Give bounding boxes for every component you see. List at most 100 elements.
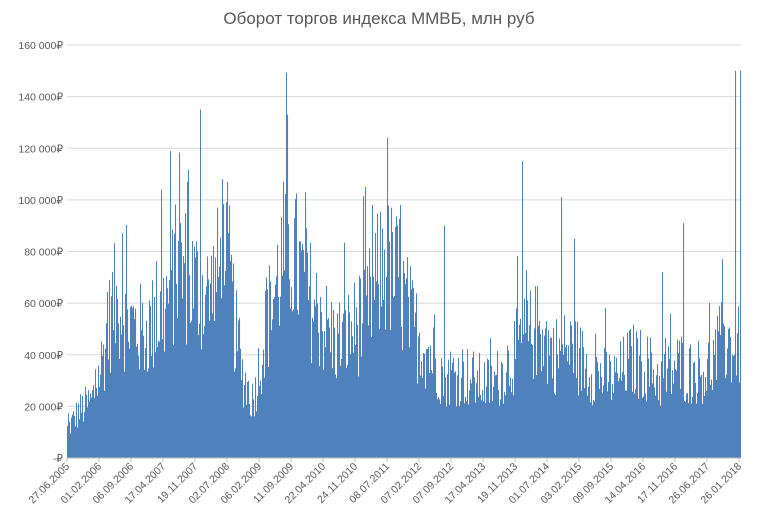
bar [551, 337, 553, 458]
bar [257, 395, 259, 458]
bar [144, 369, 146, 458]
bar [703, 371, 705, 458]
bar [598, 370, 600, 458]
bar [101, 341, 103, 458]
bar [85, 386, 87, 458]
bar [81, 412, 83, 458]
bar [287, 114, 289, 458]
bar [292, 311, 294, 458]
bar [659, 375, 661, 458]
bar [428, 346, 430, 458]
bar [476, 382, 478, 458]
bar [339, 302, 341, 458]
bar [137, 343, 139, 458]
bar [285, 193, 287, 458]
bar [660, 405, 662, 458]
bar [418, 336, 420, 458]
bar [84, 412, 86, 458]
bar [728, 328, 730, 458]
bar [365, 186, 367, 458]
bar [565, 347, 567, 458]
bar [681, 336, 683, 458]
bar [716, 379, 718, 458]
bar [276, 276, 278, 458]
bar [316, 272, 318, 458]
bar [431, 370, 433, 458]
bar [603, 385, 605, 458]
bar [402, 350, 404, 458]
bar [546, 320, 548, 458]
bar [171, 270, 173, 458]
bar [406, 278, 408, 458]
bar [252, 383, 254, 458]
bar [165, 308, 167, 458]
bar [242, 359, 244, 458]
bar [554, 393, 556, 458]
bar [89, 401, 91, 458]
bar [80, 394, 82, 458]
bar [210, 283, 212, 458]
bar [715, 329, 717, 458]
bar [472, 357, 474, 458]
bar [471, 383, 473, 458]
bar [694, 361, 696, 458]
bar [468, 404, 470, 458]
bar [727, 348, 729, 458]
bar [398, 277, 400, 458]
bar [420, 375, 422, 458]
bar [397, 225, 399, 458]
bar [231, 254, 233, 458]
bar [690, 344, 692, 458]
bar [260, 380, 262, 458]
bar [323, 369, 325, 458]
bar [313, 321, 315, 458]
bar [711, 379, 713, 458]
bar [212, 313, 214, 458]
bar [186, 344, 188, 458]
bar [346, 368, 348, 458]
bar [713, 339, 715, 458]
bar [686, 393, 688, 458]
bar [656, 375, 658, 458]
bar [702, 404, 704, 458]
bar [695, 382, 697, 458]
bar [445, 377, 447, 458]
bar [589, 377, 591, 458]
bar [540, 334, 542, 458]
bar [504, 391, 506, 458]
bar [136, 346, 138, 458]
bar [152, 280, 154, 458]
bar [533, 378, 535, 458]
bar [332, 368, 334, 458]
bar [160, 291, 162, 458]
bar [158, 340, 160, 458]
bar [737, 333, 739, 458]
bar [182, 298, 184, 458]
bar [273, 298, 275, 458]
bar [643, 396, 645, 458]
bar [443, 396, 445, 458]
bar [360, 278, 362, 458]
bar [125, 293, 127, 458]
bar [156, 261, 158, 458]
bar [684, 400, 686, 458]
bar [162, 339, 164, 458]
bar [723, 323, 725, 458]
y-tick-label: 100 000₽ [18, 195, 63, 207]
bar [93, 385, 95, 458]
bar [105, 348, 107, 458]
bar [661, 361, 663, 458]
bar [607, 391, 609, 458]
bar [167, 288, 169, 458]
bar [134, 319, 136, 458]
bar [629, 330, 631, 458]
bar [602, 393, 604, 458]
bar [612, 383, 614, 458]
bar [553, 327, 555, 458]
bar [142, 302, 144, 458]
bar [621, 380, 623, 458]
bar [161, 189, 163, 459]
bar [383, 299, 385, 458]
bar [448, 359, 450, 458]
bar [216, 292, 218, 458]
